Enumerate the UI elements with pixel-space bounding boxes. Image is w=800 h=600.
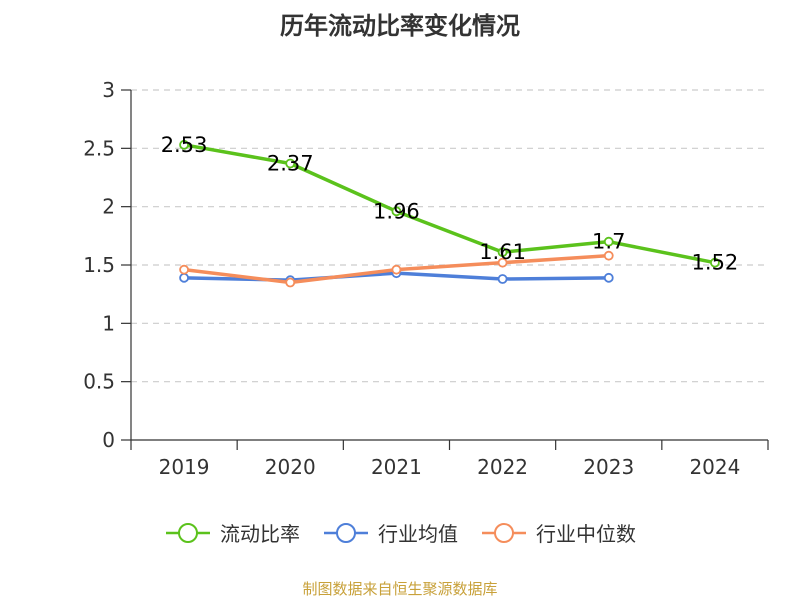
- y-tick-label: 0: [102, 428, 115, 452]
- data-point: [710, 257, 720, 268]
- y-tick-label: 1: [102, 311, 115, 335]
- data-label: 1.52: [692, 251, 739, 275]
- legend-marker-icon: [166, 522, 210, 543]
- data-point: [603, 250, 614, 261]
- gridlines: [131, 89, 768, 383]
- y-tick-label: 1.5: [83, 253, 115, 277]
- data-point: [285, 277, 296, 288]
- x-tick-label: 2024: [689, 455, 740, 479]
- data-point: [497, 257, 508, 268]
- y-tick-label: 2: [102, 195, 115, 219]
- legend-item-current-ratio[interactable]: 流动比率: [164, 518, 300, 547]
- legend: 流动比率 行业均值 行业中位数: [0, 518, 800, 547]
- legend-item-industry-average[interactable]: 行业均值: [322, 518, 458, 547]
- legend-marker-icon: [324, 522, 368, 543]
- y-tick-label: 2.5: [83, 136, 115, 160]
- x-tick-label: 2021: [371, 455, 422, 479]
- legend-label: 流动比率: [220, 522, 300, 546]
- data-label: 2.53: [161, 133, 208, 157]
- data-point: [179, 264, 189, 275]
- chart-title: 历年流动比率变化情况: [280, 12, 520, 40]
- data-label: 1.61: [479, 240, 526, 264]
- legend-item-industry-median[interactable]: 行业中位数: [480, 518, 636, 547]
- data-point: [603, 236, 614, 247]
- x-tick-label: 2023: [583, 455, 634, 479]
- data-point: [391, 264, 402, 275]
- data-point: [179, 139, 189, 150]
- data-point: [497, 247, 508, 258]
- data-source-note: 制图数据来自恒生聚源数据库: [302, 580, 498, 598]
- x-tick-label: 2020: [265, 455, 316, 479]
- legend-label: 行业中位数: [536, 522, 636, 546]
- data-point: [391, 206, 402, 217]
- data-point: [179, 272, 189, 283]
- series-lines: [179, 139, 720, 288]
- data-point: [603, 272, 614, 283]
- data-label: 1.7: [592, 230, 625, 254]
- data-point: [497, 274, 508, 284]
- legend-marker-icon: [482, 522, 526, 543]
- x-tick-label: 2022: [477, 455, 528, 479]
- data-point: [285, 158, 296, 169]
- series-line: [182, 143, 717, 265]
- data-label: 1.96: [373, 199, 420, 223]
- y-tick-label: 0.5: [83, 370, 115, 394]
- data-labels: 2.53 2.37 1.96 1.61 1.7 1.52: [161, 133, 739, 275]
- data-label: 2.37: [267, 152, 314, 176]
- legend-label: 行业均值: [378, 522, 458, 546]
- y-tick-label: 3: [102, 78, 115, 102]
- x-tick-label: 2019: [159, 455, 210, 479]
